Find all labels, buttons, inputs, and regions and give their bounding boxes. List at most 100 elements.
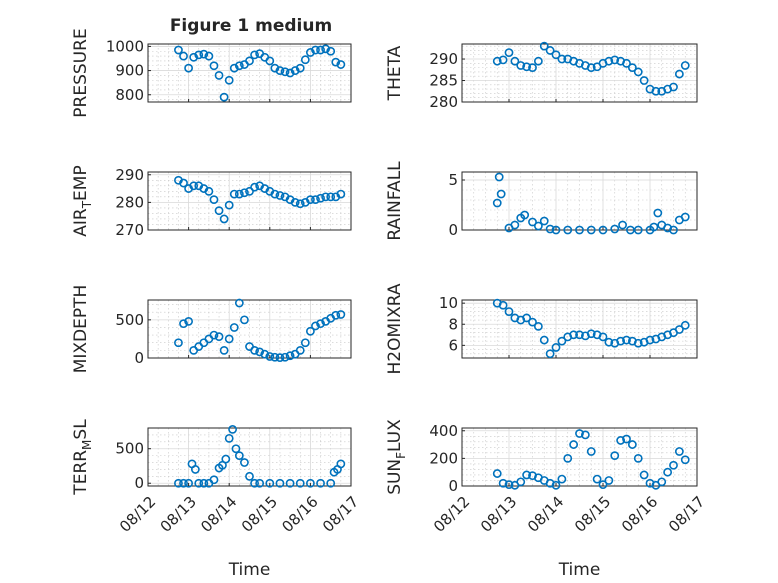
data-point <box>179 319 188 329</box>
data-point <box>604 337 614 347</box>
chart-panel-1: 800 900 1000 PRESSURE <box>71 28 352 118</box>
data-point <box>557 336 567 346</box>
data-point <box>563 453 573 463</box>
data-point <box>563 225 573 235</box>
data-point <box>229 63 239 73</box>
data-point <box>551 480 561 490</box>
axes-outline <box>147 299 352 359</box>
y-tick-label: 5 <box>448 171 458 189</box>
data-point <box>618 220 627 230</box>
y-tick-label: 290 <box>429 50 458 68</box>
chart-panel-3: 270 280 290 AIRTEMP <box>71 165 352 239</box>
y-axis-label: THETA <box>385 45 405 101</box>
x-tick-label: 08/13 <box>477 493 520 536</box>
chart-panel-5: 0 500 MIXDEPTH <box>71 285 352 374</box>
data-point <box>190 465 200 474</box>
data-point <box>649 222 659 232</box>
data-point <box>326 46 336 56</box>
data-point <box>633 338 643 348</box>
data-point <box>189 52 199 62</box>
x-tick-label: 08/12 <box>116 493 159 536</box>
x-tick-label: 08/16 <box>278 493 321 536</box>
data-point <box>680 61 690 70</box>
data-point <box>498 300 508 310</box>
data-point <box>616 336 626 346</box>
data-point <box>610 224 620 234</box>
data-point <box>336 60 346 69</box>
data-point <box>331 310 341 320</box>
data-point <box>265 352 275 361</box>
data-point <box>285 68 295 78</box>
x-axis-label: Time <box>558 560 601 580</box>
data-point <box>528 63 537 73</box>
data-point <box>533 221 543 231</box>
data-point <box>326 478 336 488</box>
y-label-subscript: M <box>80 440 94 450</box>
data-point <box>214 71 224 80</box>
data-point <box>275 191 285 200</box>
y-axis-label: MIXDEPTH <box>71 285 91 374</box>
data-point <box>228 424 237 434</box>
data-point <box>316 478 325 488</box>
data-point <box>674 69 684 79</box>
data-point <box>496 189 506 199</box>
data-point <box>285 351 295 361</box>
data-point <box>545 224 555 234</box>
data-point <box>622 335 631 345</box>
data-point <box>245 471 254 481</box>
data-point <box>528 217 537 227</box>
figure-title: Figure 1 medium <box>170 16 332 36</box>
data-point <box>199 49 209 59</box>
data-point <box>522 470 532 480</box>
y-tick-label: 900 <box>115 62 144 80</box>
data-point <box>250 50 259 60</box>
y-tick-label: 10 <box>439 294 458 312</box>
data-point <box>604 476 614 485</box>
data-point <box>569 440 579 449</box>
data-point <box>300 338 310 348</box>
data-point <box>311 321 320 331</box>
y-tick-label: 8 <box>448 315 458 333</box>
data-point <box>575 225 584 235</box>
data-point <box>305 478 315 488</box>
data-point <box>669 460 678 470</box>
data-point <box>586 329 596 339</box>
data-point <box>680 212 690 222</box>
data-point <box>680 320 690 330</box>
y-tick-label: 280 <box>115 193 144 211</box>
data-point <box>610 451 620 461</box>
data-point <box>551 225 561 235</box>
data-point <box>557 54 567 64</box>
chart-panel-2: 280 285 290 THETA <box>385 41 698 111</box>
y-axis-label: PRESSURE <box>71 28 91 117</box>
data-point <box>224 75 234 85</box>
data-point <box>674 447 684 456</box>
data-point <box>510 220 520 230</box>
data-point <box>492 198 502 208</box>
data-point <box>209 330 219 340</box>
data-point <box>598 225 608 235</box>
y-axis-label: H2OMIXRA <box>385 283 405 374</box>
y-tick-label: 800 <box>115 86 144 104</box>
data-point <box>639 76 649 85</box>
data-point <box>663 467 673 477</box>
data-point <box>633 453 643 463</box>
x-tick-label: 08/17 <box>319 493 362 536</box>
y-tick-label: 6 <box>448 336 458 354</box>
data-point <box>604 56 614 66</box>
data-point <box>179 51 188 61</box>
y-tick-label: 285 <box>429 72 458 90</box>
y-label-main: TERR <box>71 450 91 496</box>
data-point <box>280 352 290 362</box>
data-point <box>229 323 239 332</box>
data-point <box>179 478 188 488</box>
y-axis-label: AIRTEMP <box>71 165 94 236</box>
data-point <box>580 430 590 440</box>
y-tick-label: 0 <box>134 474 144 492</box>
data-point <box>174 478 183 488</box>
data-point <box>295 345 305 355</box>
data-point <box>311 45 320 55</box>
data-point <box>275 353 285 363</box>
x-tick-label: 08/14 <box>524 493 567 536</box>
data-point <box>250 182 259 192</box>
